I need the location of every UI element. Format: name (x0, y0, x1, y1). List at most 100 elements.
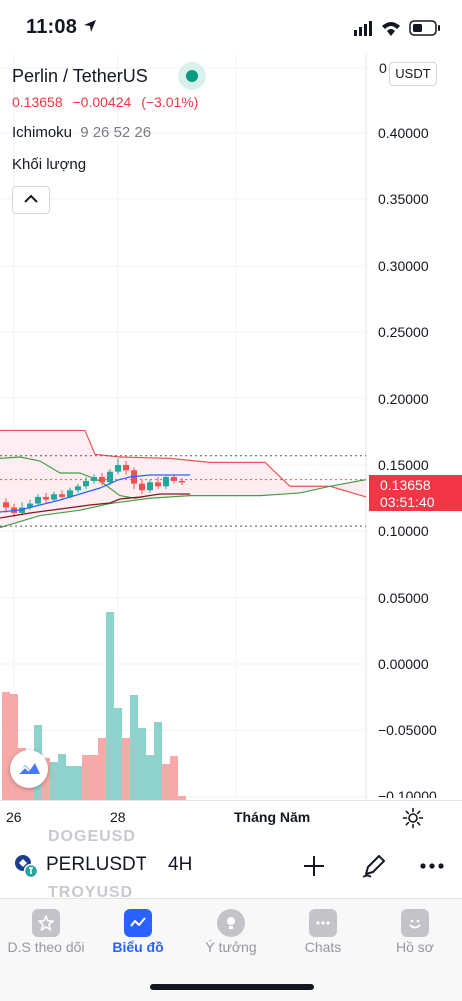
chart-icon (124, 909, 152, 937)
price-axis-label: 0.35000 (378, 191, 429, 207)
price-axis-label: 0.15000 (378, 457, 429, 473)
price-axis-label: −0.05000 (378, 722, 437, 738)
volume-bar (42, 758, 50, 800)
chevron-up-icon (24, 194, 38, 203)
volume-bar (82, 755, 90, 800)
indicator-params: 9 26 52 26 (80, 124, 152, 141)
tab-watchlist[interactable]: D.S theo dõi (0, 907, 92, 963)
price-change: −0.00424 (72, 94, 132, 110)
volume-bar (2, 692, 10, 800)
market-open-indicator (178, 62, 206, 90)
volume-bar (106, 612, 114, 800)
volume-bar (130, 695, 138, 800)
tab-label: Chats (304, 939, 342, 955)
chat-icon (309, 909, 337, 937)
volume-bar (50, 762, 58, 800)
time-axis-label: 28 (110, 809, 126, 825)
lightbulb-icon (217, 909, 245, 937)
currency-badge[interactable]: USDT (389, 62, 437, 86)
legend-price-row: 0.13658 −0.00424 (−3.01%) (12, 94, 204, 110)
home-indicator (150, 984, 314, 990)
candle-body (67, 490, 73, 497)
candle-body (35, 496, 41, 504)
tab-chart[interactable]: Biểu đồ (92, 907, 184, 963)
candle-body (59, 494, 65, 497)
volume-bar (162, 764, 170, 800)
draw-pen-icon[interactable] (360, 852, 388, 880)
indicator-ichimoku[interactable]: Ichimoku 9 26 52 26 (12, 124, 151, 141)
indicator-volume[interactable]: Khối lượng (12, 156, 87, 173)
candle-body (123, 465, 129, 471)
tab-chats[interactable]: Chats (277, 907, 369, 963)
ghost-symbol: DOGEUSD (48, 828, 136, 845)
status-time: 11:08 (26, 16, 78, 38)
status-icons (354, 20, 440, 36)
candle-body (75, 486, 81, 491)
senkou-span-b-line (0, 429, 367, 498)
price-axis-label: 0.25000 (378, 324, 429, 340)
volume-bar (138, 728, 146, 800)
time-axis[interactable]: 26 28 Tháng Năm (0, 800, 462, 835)
time-axis-label: 26 (6, 809, 22, 825)
plus-icon[interactable] (300, 852, 328, 880)
volume-bar (154, 722, 162, 800)
bottom-tab-bar: D.S theo dõi Biểu đồ Ý tưởng Chats Hồ sơ (0, 898, 462, 1001)
price-axis-label: 0.30000 (378, 258, 429, 274)
price-axis-label: −0.10000 (378, 788, 437, 798)
star-icon (32, 909, 60, 937)
time-axis-label: Tháng Năm (234, 809, 311, 825)
symbol-name[interactable]: PERLUSDT (46, 854, 146, 875)
price-chart[interactable] (0, 54, 462, 800)
signal-icon (354, 21, 372, 36)
bar-countdown: 03:51:40 (380, 494, 435, 510)
volume-bar (98, 738, 106, 800)
timeframe-selector[interactable]: 4H (168, 854, 193, 875)
volume-bar (10, 694, 18, 800)
volume-bar (122, 738, 130, 800)
candle-body (99, 476, 105, 483)
volume-bar (114, 708, 122, 800)
volume-bar (146, 755, 154, 800)
last-price-tag: 0.13658 03:51:40 (369, 475, 462, 511)
candle-body (51, 494, 57, 500)
candle-body (19, 507, 25, 513)
candle-body (107, 471, 113, 483)
location-arrow-icon (84, 20, 96, 32)
wifi-icon (382, 22, 400, 36)
candle-body (83, 480, 89, 487)
tab-ideas[interactable]: Ý tưởng (185, 907, 277, 963)
candle-body (139, 483, 145, 491)
symbol-logo-icon (15, 855, 38, 878)
candle-body (179, 480, 185, 483)
last-price: 0.13658 (12, 94, 63, 110)
indicator-name: Ichimoku (12, 124, 73, 141)
collapse-legend-button[interactable] (12, 186, 50, 214)
candle-body (155, 482, 161, 487)
senkou-span-a-line (0, 479, 367, 529)
more-icon[interactable] (418, 852, 446, 880)
profile-icon (401, 909, 429, 937)
price-axis-label: 0.40000 (378, 125, 429, 141)
candle-body (27, 503, 33, 508)
candle-body (147, 482, 153, 491)
tab-profile[interactable]: Hồ sơ (369, 907, 461, 963)
candle-body (163, 476, 169, 487)
volume-bar (66, 766, 74, 800)
tab-label: Biểu đồ (112, 939, 164, 955)
price-change-percent: (−3.01%) (141, 94, 199, 110)
chart-settings-icon[interactable] (402, 807, 424, 829)
candle-body (43, 496, 49, 500)
price-axis-label: 0.20000 (378, 391, 429, 407)
tab-label: Ý tưởng (205, 939, 257, 955)
tab-label: Hồ sơ (396, 939, 434, 955)
battery-icon (409, 20, 440, 36)
tradingview-logo-button[interactable] (10, 750, 48, 788)
candle-body (171, 476, 177, 481)
chart-area[interactable] (0, 54, 462, 800)
symbol-title[interactable]: Perlin / TetherUS (12, 66, 148, 86)
price-axis-label-partial: 0 (379, 60, 387, 76)
candle-body (91, 476, 97, 481)
volume-bar (178, 796, 186, 800)
volume-bar (74, 766, 82, 800)
price-axis-label: 0.00000 (378, 656, 429, 672)
